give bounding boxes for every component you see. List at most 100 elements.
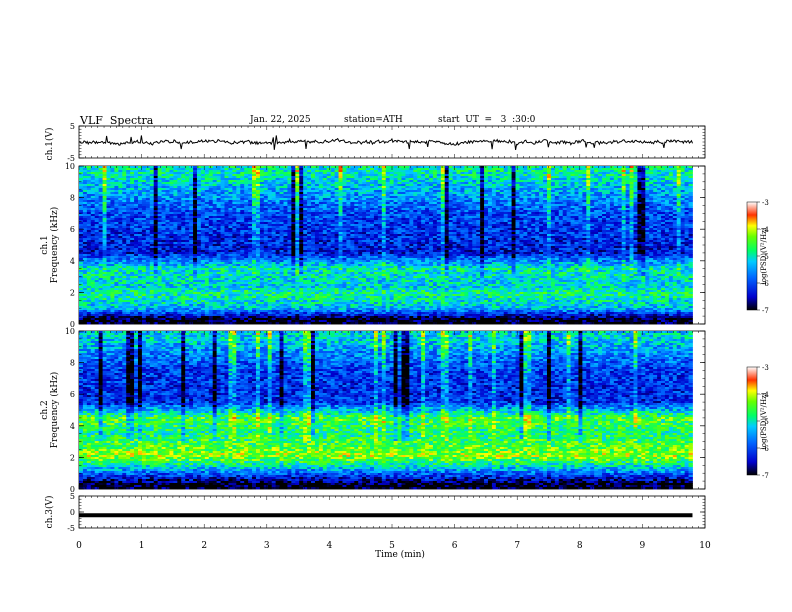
heatmap-cell [314,172,320,175]
heatmap-cell [275,166,280,169]
heatmap-cell [200,186,206,189]
heatmap-cell [436,186,442,189]
heatmap-cell [149,168,155,171]
heatmap-cell [279,192,284,195]
heatmap-cell [535,168,540,171]
heatmap-cell [432,170,438,173]
heatmap-cell [586,176,591,179]
heatmap-cell [134,176,139,179]
heatmap-cell [193,168,198,171]
heatmap-cell [672,172,678,175]
heatmap-cell [185,184,190,187]
heatmap-cell [554,192,560,195]
heatmap-cell [338,172,343,175]
heatmap-cell [240,180,245,183]
heatmap-cell [193,190,198,193]
heatmap-cell [425,188,430,191]
heatmap-cell [275,196,280,199]
heatmap-cell [590,182,595,185]
heatmap-cell [586,188,591,191]
heatmap-cell [460,180,465,183]
heatmap-cell [444,166,450,169]
heatmap-cell [314,192,320,195]
heatmap-cell [539,170,544,173]
heatmap-cell [204,192,210,195]
heatmap-cell [574,168,579,171]
heatmap-cell [271,184,277,187]
heatmap-cell [279,196,284,199]
heatmap-cell [436,196,442,199]
heatmap-cell [232,168,237,171]
heatmap-cell [487,190,493,193]
heatmap-cell [460,166,465,169]
heatmap-cell [680,178,686,181]
heatmap-cell [405,190,410,193]
heatmap-cell [314,196,320,199]
heatmap-cell [224,192,229,195]
heatmap-cell [649,166,654,169]
heatmap-cell [653,178,658,181]
heatmap-cell [118,182,123,185]
heatmap-cell [303,176,308,179]
heatmap-cell [177,172,182,175]
heatmap-cell [169,178,174,181]
heatmap-cell [586,180,591,183]
heatmap-cell [484,174,489,177]
heatmap-cell [196,192,202,195]
heatmap-cell [370,172,375,175]
heatmap-cell [598,182,603,185]
heatmap-cell [432,178,438,181]
heatmap-cell [279,172,284,175]
heatmap-cell [322,168,328,171]
heatmap-cell [472,180,477,183]
heatmap-cell [401,188,406,191]
heatmap-cell [354,168,359,171]
heatmap-cell [672,196,678,199]
heatmap-cell [417,180,422,183]
heatmap-cell [118,184,123,187]
heatmap-cell [515,182,520,185]
heatmap-cell [664,184,670,187]
heatmap-cell [602,192,607,195]
heatmap-cell [535,176,540,179]
heatmap-cell [397,174,402,177]
heatmap-cell [684,168,689,171]
heatmap-cell [220,170,225,173]
heatmap-cell [554,186,560,189]
heatmap-cell [421,174,426,177]
heatmap-cell [429,184,434,187]
heatmap-cell [617,170,623,173]
heatmap-cell [495,170,501,173]
heatmap-cell [279,170,284,173]
heatmap-cell [228,190,233,193]
heatmap-cell [259,192,265,195]
heatmap-cell [134,174,139,177]
heatmap-cell [334,190,339,193]
heatmap-cell [157,176,162,179]
heatmap-cell [543,184,548,187]
heatmap-cell [244,194,249,197]
heatmap-cell [322,190,328,193]
heatmap-cell [448,166,453,169]
heatmap-cell [590,196,595,199]
heatmap-cell [535,184,540,187]
heatmap-cell [263,172,269,175]
heatmap-cell [464,186,469,189]
heatmap-cell [487,168,493,171]
heatmap-cell [346,166,351,169]
heatmap-cell [287,180,292,183]
heatmap-cell [637,178,642,181]
heatmap-cell [248,182,253,185]
heatmap-cell [535,172,540,175]
heatmap-cell [590,184,595,187]
heatmap-cell [578,182,583,185]
heatmap-cell [452,184,457,187]
heatmap-cell [393,174,398,177]
heatmap-cell [676,180,682,183]
heatmap-cell [291,192,296,195]
heatmap-cell [126,182,131,185]
heatmap-cell [464,180,469,183]
heatmap-cell [594,184,599,187]
heatmap-cell [546,166,552,169]
heatmap-cell [393,178,398,181]
